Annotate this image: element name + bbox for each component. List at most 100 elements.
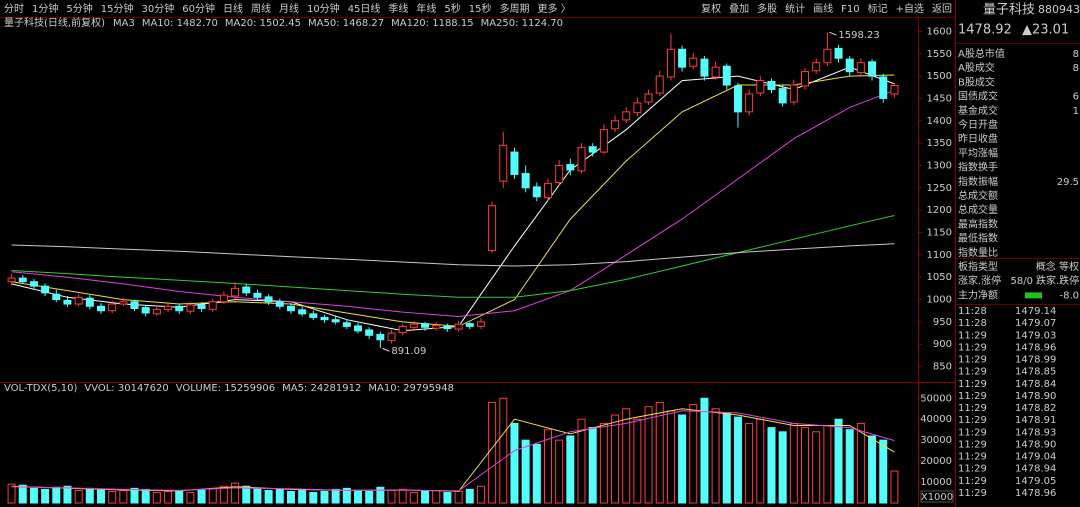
period-tab[interactable]: 1分钟 — [32, 2, 58, 15]
tool-button[interactable]: 返回 — [932, 3, 952, 15]
volume-bar — [354, 489, 363, 504]
candle-body — [521, 173, 530, 189]
stat-label: 今日开盘 — [958, 118, 998, 131]
candle-body — [197, 304, 206, 309]
period-tab[interactable]: 5秒 — [444, 2, 460, 15]
volume-bar — [834, 418, 843, 504]
volume-bar — [566, 435, 575, 504]
tick-price: 1478.96 — [1015, 342, 1056, 353]
volume-bar — [398, 488, 407, 504]
legend-entry: MA50: 1468.27 — [308, 18, 384, 29]
candle-body — [700, 58, 709, 77]
y-tick-label: 900 — [933, 339, 952, 350]
volume-bar — [577, 418, 586, 504]
tool-button[interactable]: +自选 — [896, 2, 924, 15]
period-tab[interactable]: 15秒 — [469, 2, 492, 15]
stat-label: 基金成交 — [958, 104, 998, 117]
period-tab[interactable]: 10分钟 — [307, 2, 340, 15]
tool-button[interactable]: 叠加 — [729, 3, 749, 15]
period-tab[interactable]: 15分钟 — [101, 2, 134, 15]
moving-average-line — [11, 89, 895, 318]
candle-body — [890, 85, 899, 95]
tool-button[interactable]: 多股 — [757, 2, 777, 15]
period-tab[interactable]: 年线 — [416, 2, 436, 15]
legend-entry: MA10: 1482.70 — [142, 18, 218, 29]
volume-bar — [298, 489, 307, 504]
candle-body — [164, 305, 173, 310]
candle-body — [387, 332, 396, 342]
price-change: ▲23.01 — [1022, 23, 1069, 38]
candle-body — [331, 319, 340, 323]
tick-price: 1478.85 — [1015, 367, 1056, 378]
candle-body — [354, 325, 363, 332]
volume-bar — [41, 488, 50, 504]
candle-body — [320, 316, 329, 321]
tool-button[interactable]: 标记 — [868, 3, 888, 15]
stat-label: 最低指数 — [958, 232, 998, 245]
tool-button[interactable]: 画线 — [813, 2, 833, 15]
stat-value: 概念 等权 — [1036, 260, 1079, 273]
volume-bar — [119, 489, 128, 504]
period-tab[interactable]: 30分钟 — [141, 2, 174, 15]
candle-body — [655, 75, 664, 94]
volume-bar — [767, 427, 776, 504]
volume-bar — [700, 397, 709, 504]
volume-bar — [454, 490, 463, 504]
volume-bar — [175, 489, 184, 504]
y-tick-label: 1450 — [927, 93, 952, 104]
y-tick-label: 10000 — [920, 477, 952, 488]
tick-price: 1478.90 — [1015, 439, 1056, 450]
stat-label: B股成交 — [958, 75, 995, 88]
tool-button[interactable]: 统计 — [785, 2, 805, 15]
y-tick-label: 1150 — [927, 228, 952, 239]
candle-body — [689, 57, 698, 67]
period-tab[interactable]: 多周期 — [500, 2, 530, 15]
candle-body — [678, 48, 687, 68]
tick-time: 11:29 — [958, 427, 987, 438]
annotation-label: 1598.23 — [838, 30, 879, 41]
tick-time: 11:29 — [958, 379, 987, 390]
candle-body — [834, 47, 843, 59]
volume-bar — [432, 489, 441, 504]
tick-time: 11:29 — [958, 355, 987, 366]
volume-bar — [845, 429, 854, 504]
candle-body — [722, 65, 731, 86]
legend-entry: MA250: 1124.70 — [481, 18, 563, 29]
period-tab[interactable]: 日线 — [223, 2, 243, 15]
period-tab[interactable]: 月线 — [279, 2, 299, 15]
period-tab[interactable]: 周线 — [251, 2, 271, 15]
legend-entry: MA120: 1188.15 — [391, 18, 473, 29]
volume-bar — [130, 487, 139, 504]
period-tab[interactable]: 45日线 — [348, 2, 381, 15]
candle-body — [532, 186, 541, 198]
stat-label: 指数换手 — [958, 161, 998, 174]
stat-label: 平均涨幅 — [958, 146, 998, 159]
stat-label: 涨家.涨停 — [958, 274, 1001, 287]
tool-button[interactable]: 复权 — [701, 2, 721, 15]
tick-price: 1478.93 — [1015, 427, 1056, 438]
volume-bar — [510, 422, 519, 504]
candle-body — [733, 85, 742, 113]
period-tab[interactable]: 5分钟 — [66, 2, 92, 15]
candle-body — [845, 58, 854, 73]
period-tab[interactable]: 更多 〉 — [538, 2, 571, 15]
candle-body — [152, 308, 161, 315]
volume-bar — [342, 487, 351, 504]
legend-entry: VOLUME: 15259906 — [176, 383, 275, 394]
period-tab[interactable]: 季线 — [388, 2, 408, 15]
y-tick-label: 1600 — [927, 26, 952, 37]
candle-body — [666, 48, 675, 78]
candle-body — [633, 102, 642, 114]
period-tab[interactable]: 60分钟 — [182, 2, 215, 15]
stat-value: 8 — [1073, 49, 1079, 60]
period-tab[interactable]: 分时 — [4, 3, 24, 15]
candle-body — [454, 323, 463, 330]
last-price: 1478.92 — [958, 23, 1012, 38]
y-tick-label: 950 — [933, 317, 952, 328]
volume-bar — [499, 397, 508, 504]
tool-button[interactable]: F10 — [841, 4, 859, 15]
volume-bar — [108, 490, 117, 504]
volume-bar — [443, 492, 452, 504]
